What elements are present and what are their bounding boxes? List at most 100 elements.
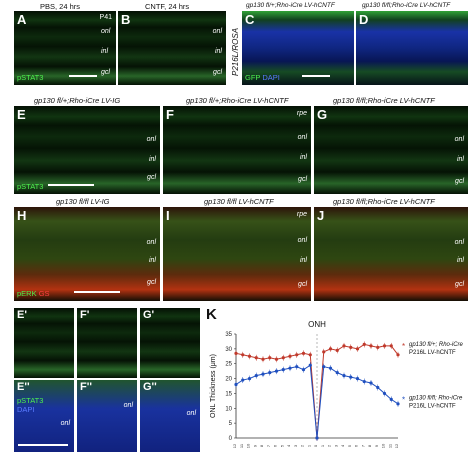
data-point: [288, 354, 292, 358]
header-text: gp130 fl/+;Rho-iCre LV-hCNTF: [186, 96, 289, 105]
data-point: [335, 371, 339, 375]
scale-bar: [18, 444, 68, 446]
x-tick-label: 3: [293, 444, 298, 447]
x-tick-label: 5: [347, 444, 352, 447]
layer-inl: inl: [148, 257, 156, 264]
panel-label-f-prime: F': [80, 309, 90, 321]
x-tick-label: 10: [381, 443, 386, 448]
header-text: gp130 fl/fl LV-IG: [56, 197, 110, 206]
x-tick-label: 5: [279, 444, 284, 447]
data-point: [274, 357, 279, 361]
stain-label-gfp-dapi: GFP DAPI: [245, 73, 280, 82]
header-text: gp130 fl/+;Rho-iCre LV-hCNTF: [246, 2, 335, 9]
data-point: [362, 379, 366, 384]
layer-gcl: gcl: [455, 178, 464, 185]
layer-gcl-a: gcl: [101, 69, 110, 76]
layer-inl: inl: [214, 48, 222, 55]
layer-inl: inl: [299, 154, 307, 161]
panel-h: H onl inl gcl pERK GS: [14, 207, 160, 301]
header-cntf: CNTF, 24 hrs: [145, 2, 190, 11]
data-point: [234, 351, 238, 355]
panel-label-g-prime: G': [143, 309, 155, 321]
data-point: [328, 347, 333, 351]
legend-label-line2: P216L LV-hCNTF: [409, 350, 456, 356]
data-point: [322, 365, 326, 369]
layer-gcl: gcl: [455, 281, 464, 288]
panel-label-g-double-prime: G'': [143, 381, 157, 393]
data-point: [261, 357, 265, 361]
legend-label-line1: gp130 fl/fl; Rho-iCre: [409, 395, 463, 401]
panel-f-prime: F': [77, 308, 137, 378]
data-point: [389, 397, 393, 401]
data-point: [369, 344, 373, 348]
panel-a: A P41 pSTAT3: [14, 11, 116, 85]
x-tick-label: 8: [259, 444, 264, 447]
x-tick-label: 4: [340, 444, 345, 447]
data-point: [342, 374, 346, 378]
data-point: [247, 376, 252, 381]
layer-onl: onl: [454, 239, 464, 246]
data-point: [396, 402, 400, 406]
data-point: [355, 347, 360, 351]
x-tick-label: 4: [286, 444, 291, 447]
age-label: P41: [99, 14, 112, 21]
data-point: [247, 354, 252, 358]
panel-j: J onl inl gcl: [314, 207, 468, 301]
x-tick-label: 0: [313, 444, 318, 447]
layer-onl: onl: [146, 239, 156, 246]
legend-marker: *: [402, 395, 405, 404]
x-tick-label: 1: [320, 444, 325, 447]
panel-label-c: C: [245, 12, 255, 27]
x-tick-label: 2: [327, 444, 332, 447]
data-point: [396, 353, 400, 357]
header-gp130-het-cntf: gp130 fl/+;Rho-iCre LV-hCNTF: [246, 2, 335, 9]
data-point: [241, 353, 245, 357]
y-tick-label: 15: [225, 391, 232, 397]
x-tick-label: 12: [394, 443, 399, 448]
x-tick-label: 11: [239, 443, 244, 448]
scale-bar: [302, 75, 330, 77]
stain-gs: GS: [38, 289, 50, 298]
side-label-p216l-row3: P216L: [3, 244, 12, 268]
layer-onl: onl: [454, 136, 464, 143]
layer-onl: onl: [60, 420, 70, 427]
data-point: [268, 371, 272, 375]
chart-title: ONH: [308, 320, 326, 329]
layer-gcl: gcl: [147, 279, 156, 286]
data-point: [328, 366, 333, 370]
panel-label-e-double-prime: E'': [17, 381, 30, 393]
header-text: gp130 fl/fl;Rho-iCre LV-hCNTF: [333, 197, 435, 206]
layer-onl: onl: [212, 28, 222, 35]
header-text: gp130 fl/fl LV-hCNTF: [204, 197, 274, 206]
layer-gcl: gcl: [147, 174, 156, 181]
panel-label-b: B: [121, 12, 131, 27]
panel-b: B onl inl gcl: [118, 11, 226, 85]
data-point: [315, 436, 319, 440]
stain-gfp: GFP: [245, 73, 261, 82]
header-text: gp130 fl/+;Rho-iCre LV-IG: [34, 96, 121, 105]
data-point: [281, 356, 285, 360]
layer-inl: inl: [299, 257, 307, 264]
data-point: [335, 348, 339, 352]
panel-i: I rpe onl inl gcl: [163, 207, 311, 301]
data-point: [376, 385, 380, 390]
x-tick-label: 8: [367, 444, 372, 447]
y-tick-label: 25: [225, 362, 232, 368]
panel-label-i: I: [166, 208, 170, 223]
header-f: gp130 fl/+;Rho-iCre LV-hCNTF: [186, 96, 288, 105]
scale-bar: [48, 184, 94, 186]
panel-d: D onl inl gcl: [356, 11, 468, 85]
x-tick-label: 7: [266, 444, 271, 447]
panel-label-f: F: [166, 107, 174, 122]
stain-label-pstat3: pSTAT3: [17, 182, 44, 191]
panel-label-j: J: [317, 208, 325, 223]
panel-g: G onl inl gcl: [314, 106, 468, 194]
scale-bar: [74, 291, 120, 293]
layer-gcl: gcl: [213, 69, 222, 76]
x-tick-label: 9: [374, 444, 379, 447]
data-point: [376, 345, 380, 349]
layer-rpe: rpe: [296, 110, 307, 117]
panel-f: F rpe onl inl gcl: [163, 106, 311, 194]
panel-label-e: E: [17, 107, 26, 122]
